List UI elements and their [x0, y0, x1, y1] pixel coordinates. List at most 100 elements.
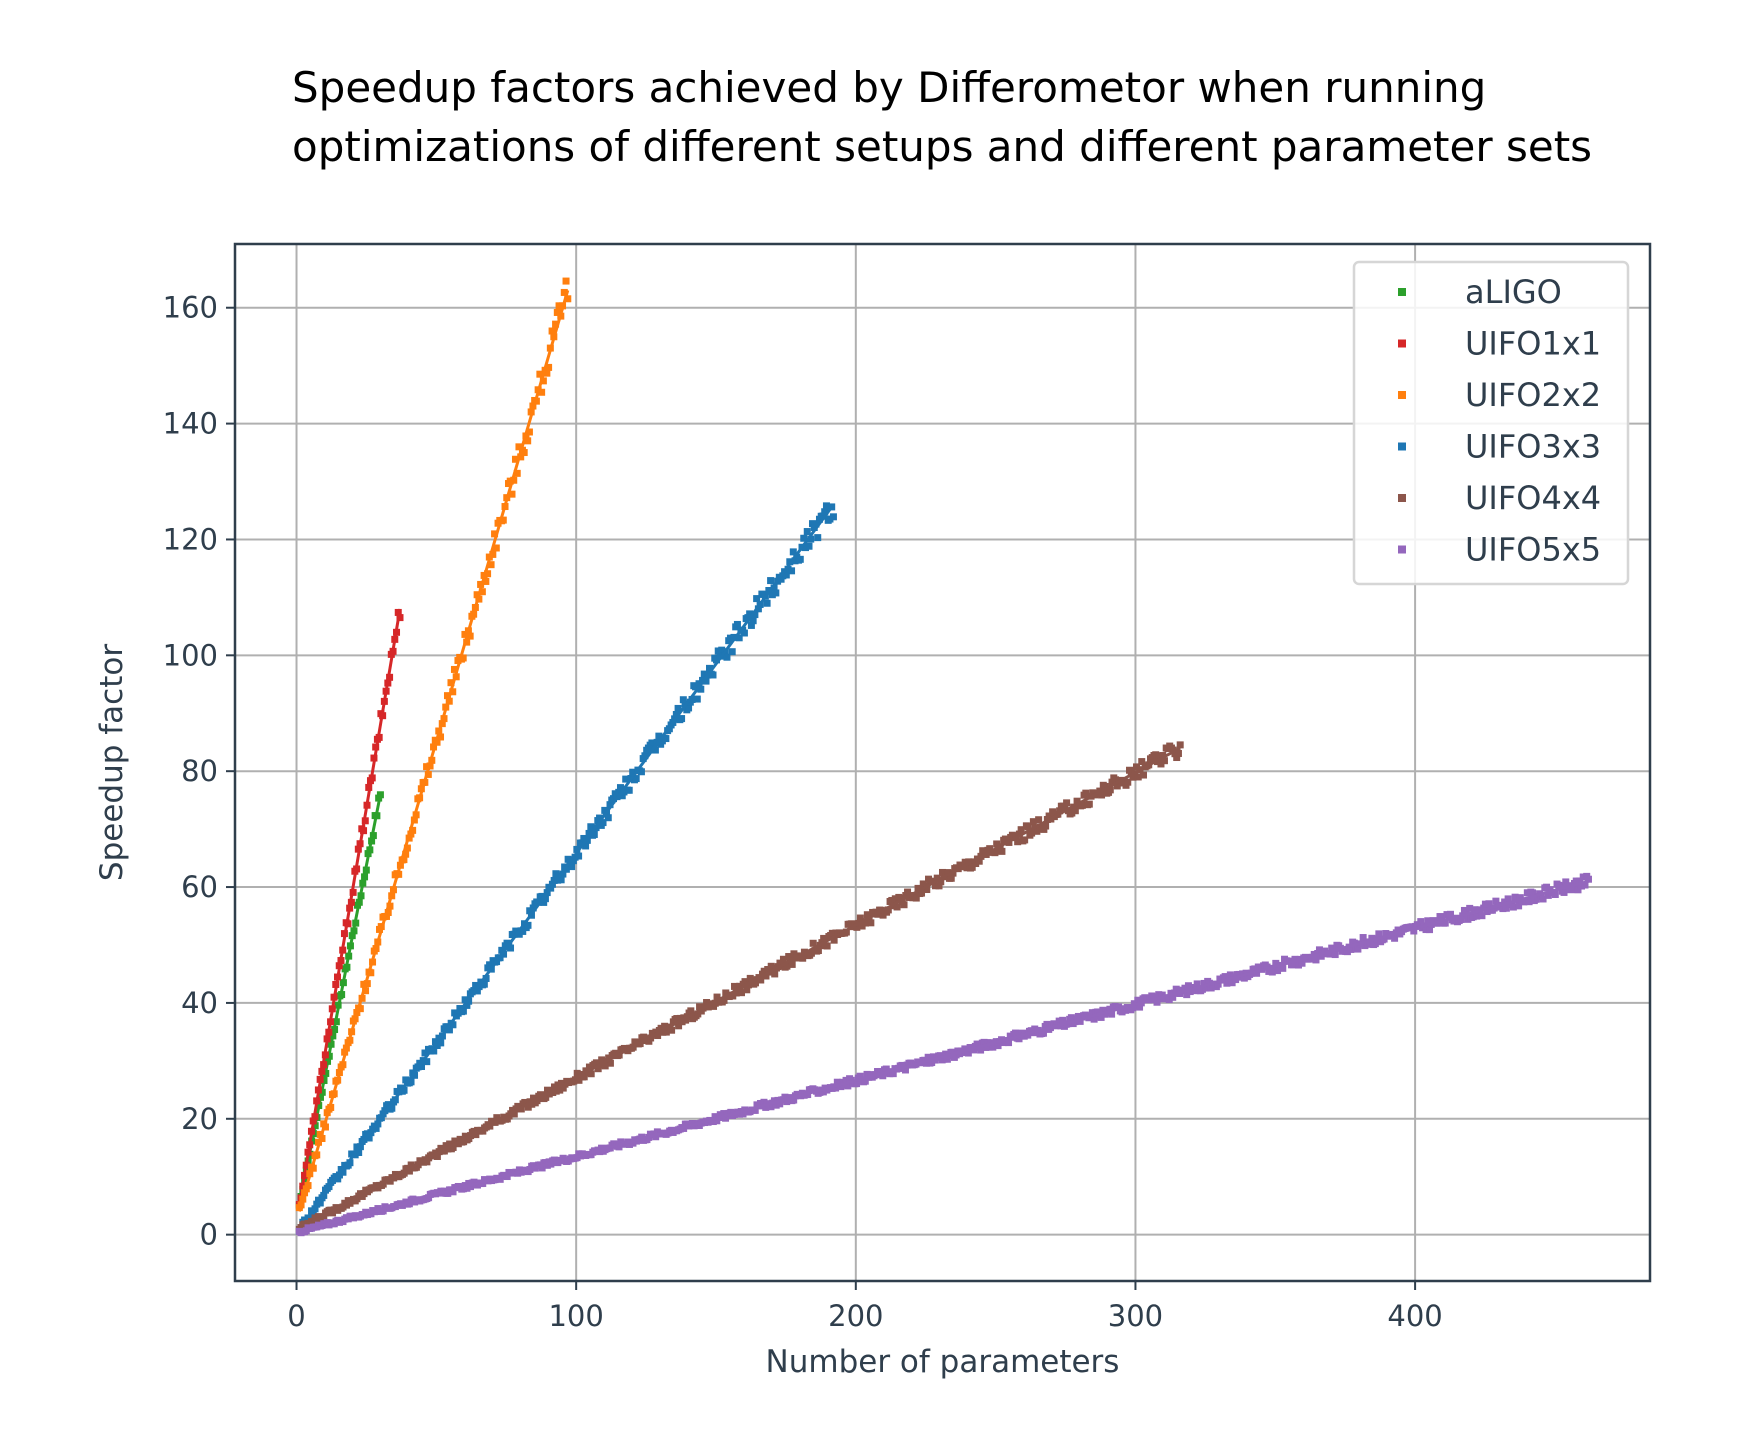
data-point — [1436, 913, 1444, 921]
data-point — [819, 512, 827, 520]
data-point — [524, 921, 532, 929]
data-point — [790, 1096, 798, 1104]
data-point — [1063, 799, 1071, 807]
data-point — [596, 814, 604, 822]
data-point — [728, 648, 736, 656]
data-point — [459, 1007, 467, 1015]
data-point — [459, 654, 467, 662]
fit-line — [298, 879, 1589, 1234]
data-point — [986, 845, 994, 853]
data-point — [564, 295, 572, 303]
data-point — [507, 944, 515, 952]
data-point — [998, 847, 1006, 855]
data-point — [753, 595, 761, 603]
legend-frame — [1352, 260, 1630, 586]
data-point — [884, 906, 892, 914]
data-point — [1471, 906, 1479, 914]
data-point — [1350, 939, 1358, 947]
data-point — [538, 388, 546, 396]
data-point — [437, 1039, 445, 1047]
data-point — [587, 823, 595, 831]
data-point — [601, 1062, 609, 1070]
data-point — [1492, 897, 1500, 905]
x-tick-label: 400 — [1387, 1299, 1442, 1333]
chart-title-line-1: Speedup factors achieved by Differometor… — [292, 63, 1487, 112]
data-point — [423, 1158, 431, 1166]
data-point — [1136, 1003, 1144, 1011]
data-point — [968, 863, 976, 871]
data-point — [1214, 980, 1222, 988]
data-point — [1253, 969, 1261, 977]
data-point — [1515, 902, 1523, 910]
data-point — [889, 1070, 897, 1078]
data-point — [1035, 816, 1043, 824]
legend-label: UIFO4x4 — [1465, 479, 1601, 517]
data-point — [499, 516, 507, 524]
data-point — [1279, 964, 1287, 972]
data-point — [842, 928, 850, 936]
data-point — [411, 1071, 419, 1079]
data-point — [796, 555, 804, 563]
data-point — [812, 520, 820, 528]
data-point — [856, 1072, 864, 1080]
series-UIFO5x5 — [295, 872, 1592, 1237]
chart-title: Speedup factors achieved by Differometor… — [292, 58, 1642, 176]
data-point — [1098, 791, 1106, 799]
plot-area-frame — [233, 242, 1652, 1283]
data-point — [1291, 955, 1299, 963]
data-point — [975, 857, 983, 865]
data-point — [520, 449, 528, 457]
data-point — [829, 513, 837, 521]
data-point — [1056, 807, 1064, 815]
data-point — [900, 901, 908, 909]
data-point — [1174, 749, 1182, 757]
data-point — [693, 695, 701, 703]
data-point — [559, 1084, 567, 1092]
data-point — [519, 927, 527, 935]
data-point — [430, 1047, 438, 1055]
data-point — [449, 688, 457, 696]
data-point — [1529, 889, 1537, 897]
data-point — [606, 801, 614, 809]
data-point — [1029, 818, 1037, 826]
y-tick-label: 60 — [181, 870, 218, 904]
data-point — [853, 923, 861, 931]
data-point — [822, 502, 830, 510]
data-point — [1329, 945, 1337, 953]
data-point — [749, 617, 757, 625]
data-point — [1584, 875, 1592, 883]
data-point — [1160, 757, 1168, 765]
data-point — [582, 842, 590, 850]
data-point — [809, 939, 817, 947]
data-point — [604, 814, 612, 822]
data-point — [478, 588, 486, 596]
data-point — [1139, 771, 1147, 779]
data-point — [830, 936, 838, 944]
data-point — [820, 934, 828, 942]
data-point — [1391, 934, 1399, 942]
data-point — [529, 904, 537, 912]
data-point — [1574, 886, 1582, 894]
data-point — [1059, 1016, 1067, 1024]
data-point — [590, 830, 598, 838]
data-point — [599, 819, 607, 827]
data-point — [867, 919, 875, 927]
data-point — [511, 455, 519, 463]
data-point — [1368, 934, 1376, 942]
data-point — [1371, 940, 1379, 948]
data-point — [384, 908, 392, 916]
data-point — [779, 955, 787, 963]
y-tick-label: 80 — [181, 754, 218, 788]
data-point — [1159, 751, 1167, 759]
data-point — [543, 369, 551, 377]
y-tick-label: 120 — [163, 522, 218, 556]
y-tick-label: 0 — [200, 1218, 218, 1252]
data-point — [655, 732, 663, 740]
legend-marker — [1398, 391, 1406, 399]
data-point — [788, 567, 796, 575]
data-point — [901, 1066, 909, 1074]
data-point — [1113, 782, 1121, 790]
data-point — [362, 987, 370, 995]
data-point — [473, 591, 481, 599]
data-point — [733, 620, 741, 628]
